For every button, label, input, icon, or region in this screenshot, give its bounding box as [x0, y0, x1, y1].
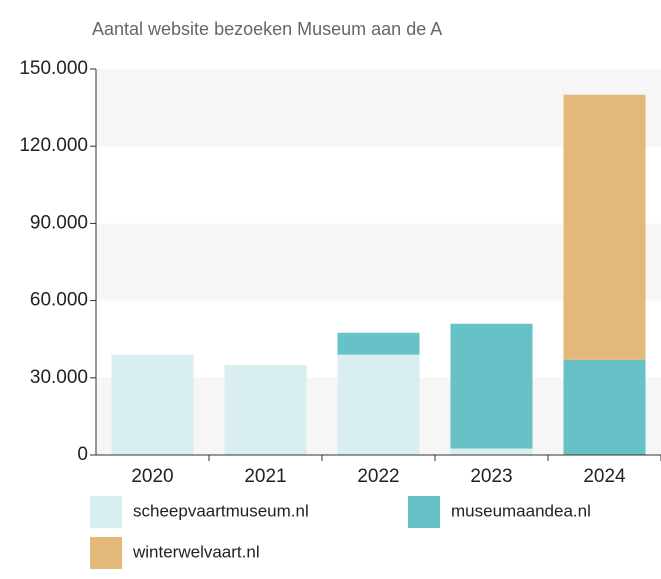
legend-label: museumaandea.nl: [451, 501, 591, 520]
bar-segment: [337, 354, 420, 455]
y-tick-label: 150.000: [19, 58, 88, 79]
legend-label: winterwelvaart.nl: [132, 542, 260, 561]
x-tick-label: 2021: [244, 466, 286, 487]
x-tick-label: 2023: [470, 466, 512, 487]
y-tick-label: 90.000: [30, 212, 88, 233]
chart-title: Aantal website bezoeken Museum aan de A: [92, 19, 442, 39]
legend-swatch: [90, 537, 122, 569]
x-tick-label: 2022: [357, 466, 399, 487]
legend-swatch: [408, 496, 440, 528]
y-tick-label: 0: [77, 444, 88, 465]
y-tick-label: 30.000: [30, 367, 88, 388]
bar-segment: [450, 448, 533, 455]
legend-label: scheepvaartmuseum.nl: [133, 501, 309, 520]
legend-swatch: [90, 496, 122, 528]
y-tick-label: 60.000: [30, 290, 88, 311]
x-tick-label: 2020: [131, 466, 173, 487]
bar-segment: [563, 359, 646, 455]
bar-segment: [563, 94, 646, 360]
y-tick-label: 120.000: [19, 135, 88, 156]
bar-segment: [111, 354, 194, 455]
bar-segment: [224, 364, 307, 455]
bar-segment: [337, 332, 420, 355]
bar-segment: [450, 323, 533, 449]
x-tick-label: 2024: [583, 466, 626, 487]
